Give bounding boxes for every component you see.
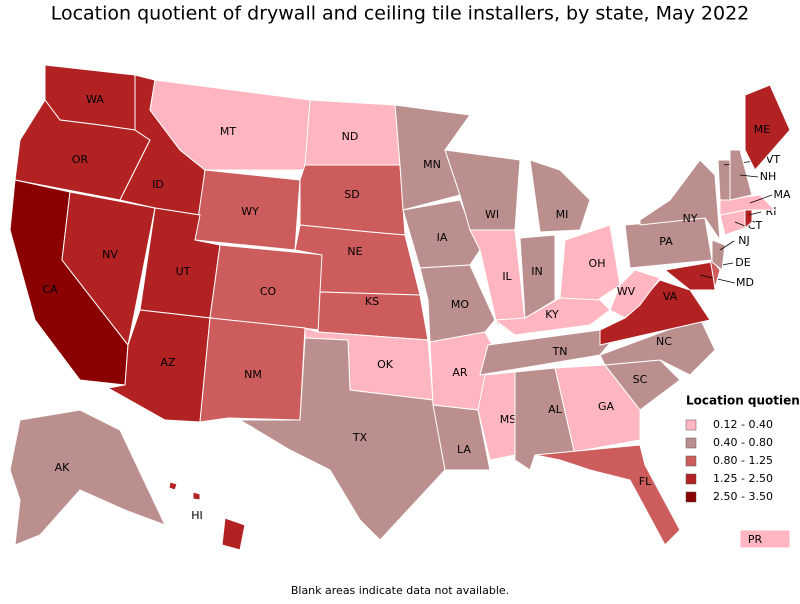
state <box>238 337 446 541</box>
leader-line <box>749 194 773 204</box>
state-label: IN <box>531 265 542 278</box>
state-label: LA <box>457 443 471 456</box>
state-label: VA <box>663 290 678 303</box>
state-label: AZ <box>160 356 176 369</box>
state-label: WV <box>617 285 636 298</box>
title: Location quotient of drywall and ceiling… <box>51 3 750 25</box>
leader-line <box>734 221 746 227</box>
state <box>711 239 726 271</box>
state-label: PA <box>659 235 673 248</box>
state <box>61 191 156 347</box>
legend-label: 1.25 - 2.50 <box>713 472 773 485</box>
state-label: NE <box>347 245 362 258</box>
state-label: OR <box>72 153 89 166</box>
state-label: PR <box>748 533 763 546</box>
legend-swatch <box>685 437 697 449</box>
state-label: MT <box>220 125 236 138</box>
state-label: HI <box>191 509 203 522</box>
state-label: TX <box>352 431 368 444</box>
state <box>477 371 516 461</box>
state-label: SC <box>633 373 648 386</box>
state <box>719 194 777 216</box>
state-label: DE <box>735 256 750 269</box>
legend-label: 0.40 - 0.80 <box>713 436 773 449</box>
state <box>639 159 721 242</box>
state-label: AR <box>452 366 468 379</box>
state-label: NY <box>683 212 698 225</box>
state-label: NM <box>244 368 262 381</box>
state-label: NV <box>102 248 118 261</box>
state-label: CA <box>42 283 58 296</box>
state-label: ID <box>152 178 164 191</box>
state-label: OH <box>589 257 606 270</box>
state <box>402 199 481 269</box>
state-label: SD <box>344 188 359 201</box>
state <box>559 224 621 306</box>
state-label: CO <box>260 285 277 298</box>
leader-line <box>719 240 735 251</box>
state <box>168 481 246 551</box>
state <box>432 404 491 471</box>
state-label: OK <box>377 358 394 371</box>
state <box>199 317 306 423</box>
state-label: NC <box>656 335 672 348</box>
leader-line <box>748 211 762 216</box>
state-label: MD <box>736 276 754 289</box>
legend-title: Location quotient <box>686 394 800 408</box>
state-label: MA <box>773 188 790 201</box>
state-label: GA <box>598 400 615 413</box>
state <box>9 409 166 546</box>
state-label: VT <box>766 153 781 166</box>
state-label: IA <box>437 231 448 244</box>
state <box>529 159 591 233</box>
state <box>739 529 791 549</box>
state-label: KY <box>545 308 559 321</box>
state-label: RI <box>766 205 777 218</box>
footnote: Blank areas indicate data not available. <box>291 584 509 597</box>
state-label: WA <box>86 93 104 106</box>
state-label: WI <box>485 208 499 221</box>
state <box>493 297 611 336</box>
state-label: MS <box>500 413 516 426</box>
legend-label: 0.12 - 0.40 <box>713 418 773 431</box>
state-label: KS <box>365 295 379 308</box>
state-label: UT <box>176 265 191 278</box>
leader-line <box>739 174 759 178</box>
legend-swatch <box>685 419 697 431</box>
state <box>519 234 556 319</box>
legend-swatch <box>685 473 697 485</box>
state-label: MI <box>556 208 569 221</box>
state-label: ND <box>342 130 359 143</box>
state-label: NJ <box>738 234 749 247</box>
legend-swatch <box>685 455 697 467</box>
state-label: NH <box>760 170 777 183</box>
state <box>744 84 791 171</box>
legend-swatch <box>685 491 697 503</box>
state-label: AL <box>548 403 563 416</box>
legend-label: 2.50 - 3.50 <box>713 490 773 503</box>
state <box>444 149 521 231</box>
state-label: IL <box>502 270 512 283</box>
state-label: WY <box>241 205 259 218</box>
state-label: ME <box>754 123 770 136</box>
state-label: FL <box>639 475 652 488</box>
state <box>534 444 681 546</box>
state <box>609 269 661 319</box>
legend-label: 0.80 - 1.25 <box>713 454 773 467</box>
state-label: TN <box>552 345 568 358</box>
state <box>717 159 731 201</box>
state-label: AK <box>55 461 71 474</box>
state <box>663 261 716 291</box>
state-label: MN <box>423 158 441 171</box>
state-label: MO <box>451 298 469 311</box>
